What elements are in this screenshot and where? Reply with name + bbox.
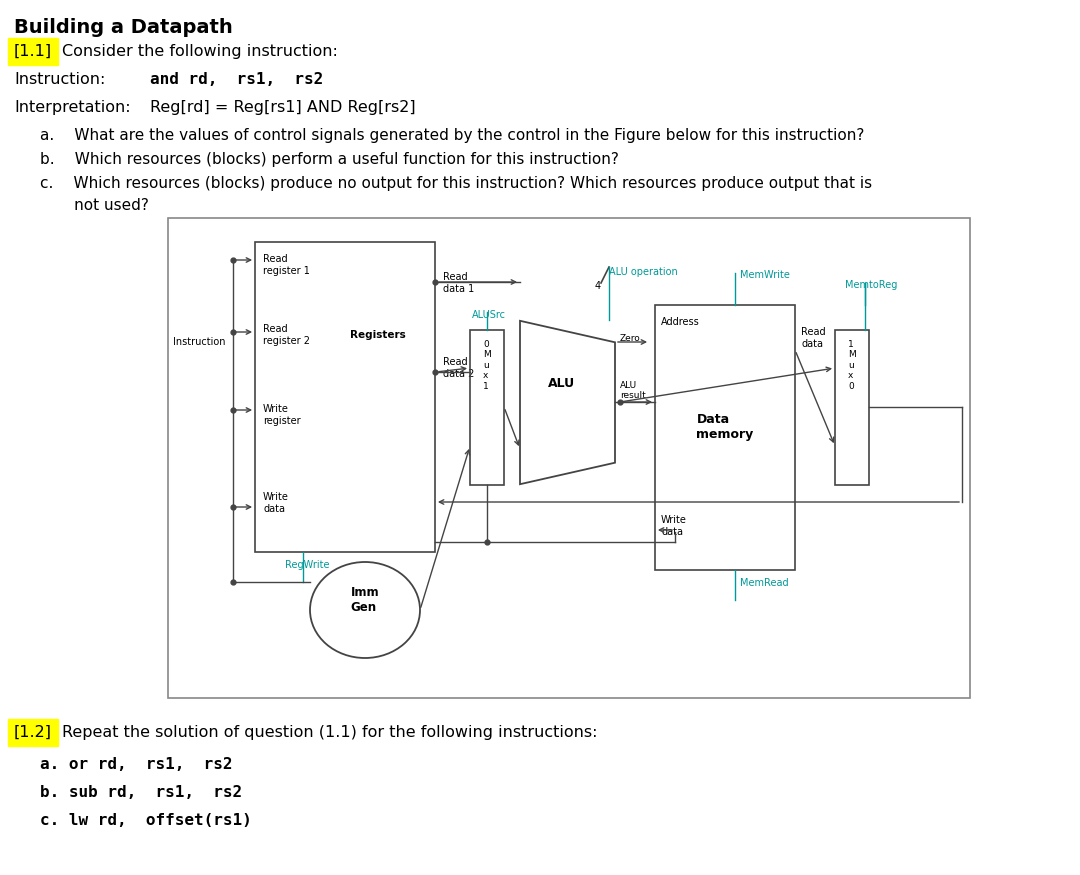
Text: Read
data 2: Read data 2 (443, 357, 474, 379)
Text: MemtoReg: MemtoReg (845, 280, 897, 290)
Text: MemWrite: MemWrite (740, 270, 789, 280)
Bar (654, 305, 795, 570)
Text: [1.1]: [1.1] (14, 44, 52, 59)
Text: Building a Datapath: Building a Datapath (14, 18, 233, 37)
Text: Read
data: Read data (801, 327, 825, 348)
Text: 0
M
u
x
1: 0 M u x 1 (483, 340, 491, 390)
Text: c. lw rd,  offset(rs1): c. lw rd, offset(rs1) (40, 813, 252, 828)
Text: Instruction: Instruction (173, 337, 226, 347)
Text: Data
memory: Data memory (697, 413, 754, 441)
Text: 4: 4 (595, 281, 602, 291)
Bar (835, 330, 869, 485)
Text: Address: Address (661, 317, 700, 327)
Text: Consider the following instruction:: Consider the following instruction: (62, 44, 338, 59)
Text: ALU: ALU (549, 377, 576, 389)
Text: a. or rd,  rs1,  rs2: a. or rd, rs1, rs2 (40, 757, 232, 772)
Text: b. sub rd,  rs1,  rs2: b. sub rd, rs1, rs2 (40, 785, 242, 800)
Text: not used?: not used? (40, 198, 149, 213)
Text: ALUSrc: ALUSrc (472, 310, 507, 320)
Bar (470, 330, 504, 485)
Text: Interpretation:: Interpretation: (14, 100, 131, 115)
Text: Read
register 1: Read register 1 (264, 254, 310, 276)
Text: 1
M
u
x
0: 1 M u x 0 (848, 340, 855, 390)
Bar (255, 242, 435, 552)
Text: Instruction:: Instruction: (14, 72, 106, 87)
Text: ALU
result: ALU result (620, 381, 646, 401)
Text: Registers: Registers (350, 330, 406, 340)
Text: a.  What are the values of control signals generated by the control in the Figur: a. What are the values of control signal… (40, 128, 864, 143)
Text: Read
data 1: Read data 1 (443, 272, 474, 294)
Bar (168, 218, 970, 698)
Text: Write
register: Write register (264, 404, 300, 425)
Text: MemRead: MemRead (740, 578, 788, 588)
Text: Imm
Gen: Imm Gen (351, 586, 379, 614)
Text: [1.2]: [1.2] (14, 725, 52, 740)
Text: Zero: Zero (620, 333, 640, 343)
Text: ALU operation: ALU operation (609, 267, 678, 277)
Text: Repeat the solution of question (1.1) for the following instructions:: Repeat the solution of question (1.1) fo… (62, 725, 597, 740)
Text: and rd,  rs1,  rs2: and rd, rs1, rs2 (150, 72, 323, 87)
Text: c.  Which resources (blocks) produce no output for this instruction? Which resou: c. Which resources (blocks) produce no o… (40, 176, 873, 191)
Text: Write
data: Write data (661, 515, 687, 536)
Text: b.  Which resources (blocks) perform a useful function for this instruction?: b. Which resources (blocks) perform a us… (40, 152, 619, 167)
Text: Write
data: Write data (264, 492, 288, 514)
Text: Read
register 2: Read register 2 (264, 324, 310, 346)
Text: Reg[rd] = Reg[rs1] AND Reg[rs2]: Reg[rd] = Reg[rs1] AND Reg[rs2] (150, 100, 416, 115)
Text: RegWrite: RegWrite (285, 560, 329, 570)
